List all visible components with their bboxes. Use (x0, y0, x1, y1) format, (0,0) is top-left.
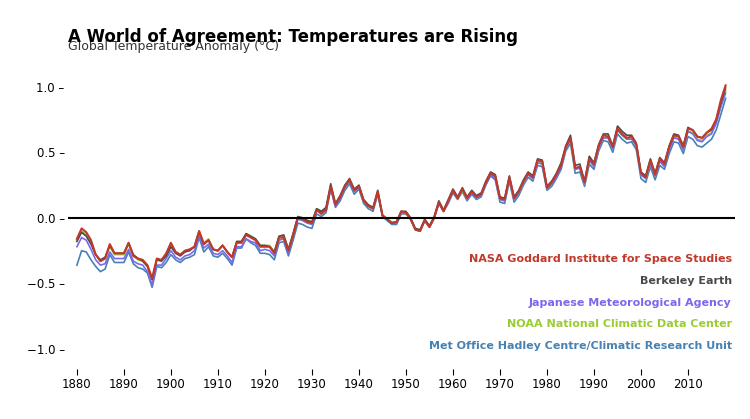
Text: A World of Agreement: Temperatures are Rising: A World of Agreement: Temperatures are R… (68, 28, 518, 46)
Text: NOAA National Climatic Data Center: NOAA National Climatic Data Center (506, 319, 732, 329)
Text: NASA Goddard Institute for Space Studies: NASA Goddard Institute for Space Studies (469, 254, 732, 264)
Text: Met Office Hadley Centre/Climatic Research Unit: Met Office Hadley Centre/Climatic Resear… (428, 341, 732, 351)
Text: Japanese Meteorological Agency: Japanese Meteorological Agency (529, 297, 732, 308)
Text: Berkeley Earth: Berkeley Earth (640, 276, 732, 286)
Text: Global Temperature Anomaly (°C): Global Temperature Anomaly (°C) (68, 41, 278, 54)
